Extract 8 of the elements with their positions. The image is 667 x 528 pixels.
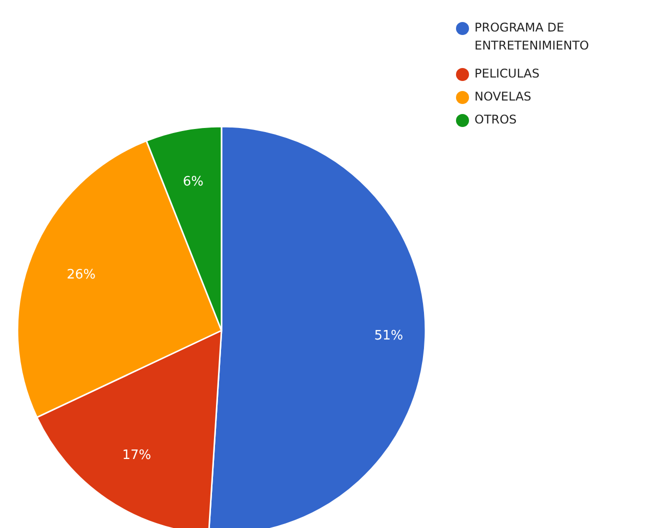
data-label: 6% <box>182 174 204 190</box>
data-label: 17% <box>122 448 152 463</box>
legend-label: NOVELAS <box>474 90 532 104</box>
legend-label: PROGRAMA DE ENTRETENIMIENTO <box>474 20 589 53</box>
legend-label: PELICULAS <box>474 66 540 80</box>
legend-label: OTROS <box>474 112 517 126</box>
data-label: 26% <box>66 267 96 282</box>
data-label: 51% <box>374 328 404 344</box>
